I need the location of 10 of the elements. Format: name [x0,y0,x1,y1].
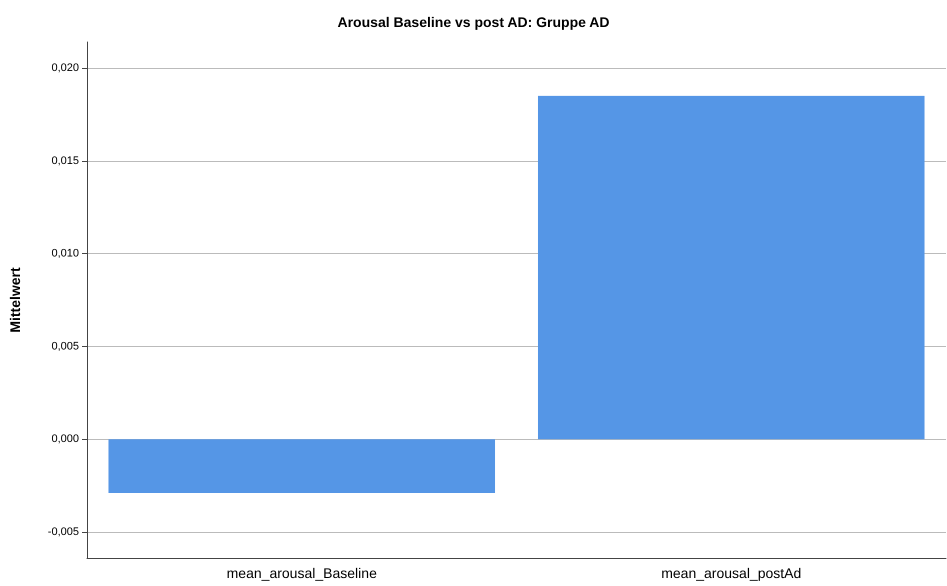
chart-title: Arousal Baseline vs post AD: Gruppe AD [337,14,610,30]
y-tick-label: -0,005 [48,526,79,538]
y-tick-label: 0,015 [51,154,79,167]
y-tick-label: 0,010 [51,248,79,260]
x-tick-label: mean_arousal_Baseline [226,565,378,581]
y-tick-label: 0,020 [51,62,79,74]
y-tick-label: 0,005 [51,340,79,352]
y-axis-title: Mittelwert [7,266,23,333]
x-tick-label: mean_arousal_postAd [661,565,802,581]
y-tick-label: 0,000 [51,433,79,446]
